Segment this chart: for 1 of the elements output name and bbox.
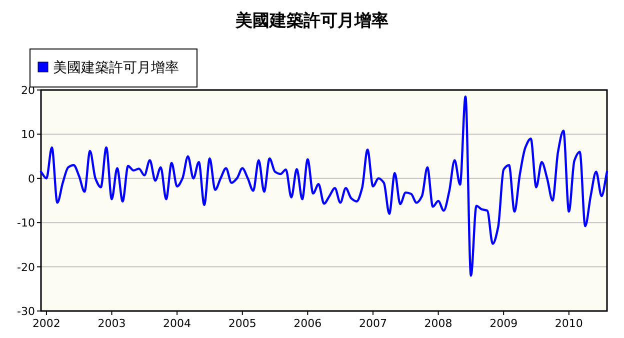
title: 美國建築許可月增率 bbox=[236, 11, 388, 31]
